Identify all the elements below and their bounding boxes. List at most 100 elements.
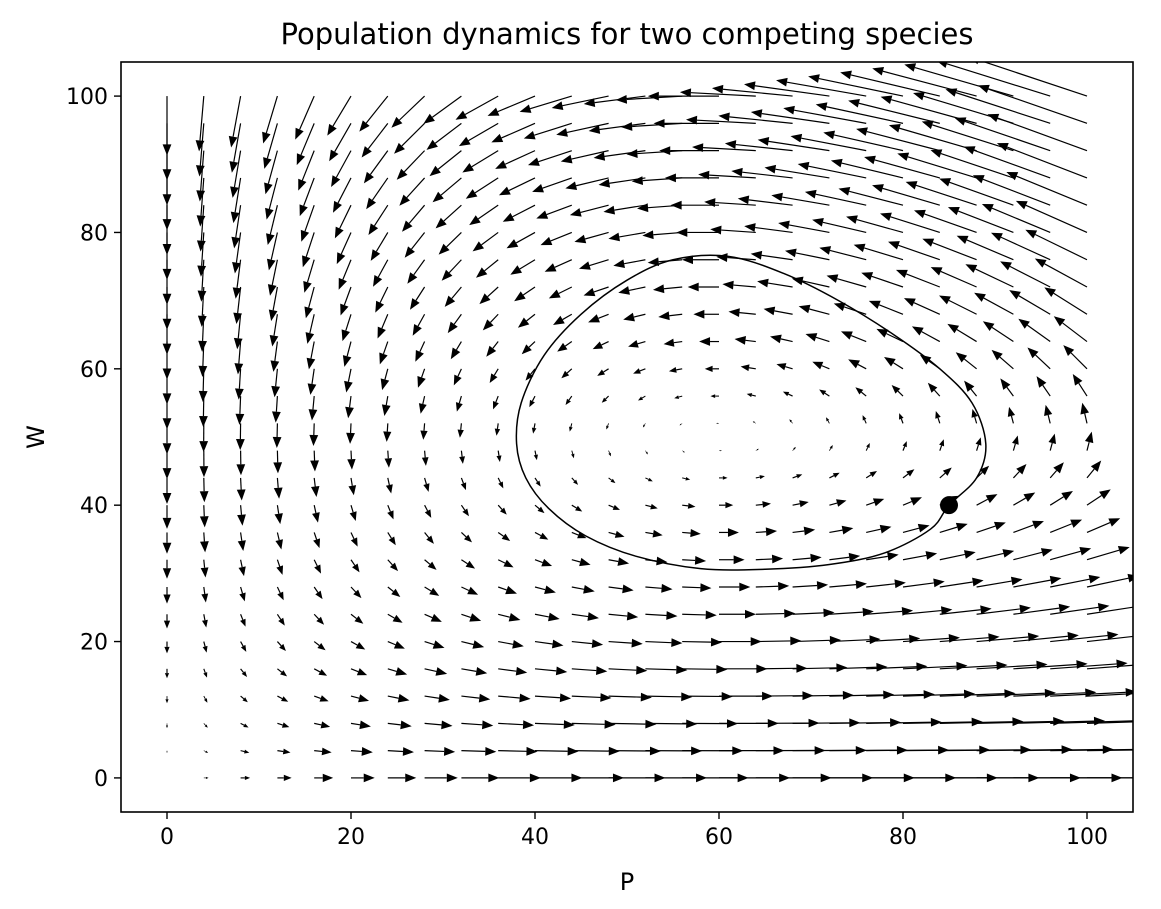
vector-arrow — [202, 641, 208, 653]
vector-arrow — [377, 314, 389, 339]
vector-arrow — [266, 232, 278, 271]
vector-arrow — [792, 526, 816, 536]
vector-arrow — [196, 150, 206, 202]
vector-arrow — [608, 719, 657, 729]
vector-arrow — [544, 259, 573, 272]
vector-arrow — [498, 720, 535, 730]
vector-arrow — [682, 556, 707, 565]
vector-arrow — [805, 333, 830, 343]
vector-arrow — [1013, 492, 1036, 506]
vector-arrow — [203, 695, 208, 703]
vector-arrow — [719, 476, 728, 480]
vector-arrow — [571, 557, 591, 567]
vector-arrow — [498, 746, 538, 756]
vector-arrow — [165, 723, 169, 729]
vector-arrow — [868, 300, 904, 315]
vector-arrow — [420, 423, 428, 440]
vector-arrow — [387, 640, 405, 649]
vector-arrow — [432, 177, 462, 203]
vector-arrow — [638, 395, 646, 401]
vector-arrow — [429, 150, 462, 177]
vector-arrow — [450, 341, 462, 360]
vector-arrow — [792, 581, 829, 590]
vector-arrow — [461, 586, 479, 595]
y-tick-label: 40 — [80, 494, 108, 519]
vector-arrow — [497, 504, 507, 515]
vector-arrow — [196, 205, 206, 252]
vector-arrow — [698, 170, 756, 180]
vector-arrow — [203, 750, 209, 753]
vector-arrow — [387, 747, 414, 756]
x-tick-label: 20 — [337, 825, 365, 850]
vector-arrow — [829, 552, 861, 562]
vector-arrow — [424, 613, 442, 622]
vector-arrow — [597, 368, 609, 376]
vector-arrow — [529, 395, 536, 408]
vector-arrow — [510, 259, 536, 275]
vector-arrow — [373, 259, 389, 287]
vector-arrow — [1086, 460, 1102, 479]
chart-title: Population dynamics for two competing sp… — [281, 17, 974, 51]
vector-arrow — [1086, 489, 1111, 506]
vector-arrow — [939, 295, 977, 315]
vector-arrow — [1080, 402, 1090, 424]
vector-arrow — [385, 477, 393, 494]
vector-arrow — [838, 187, 904, 206]
vector-arrow — [310, 450, 319, 472]
vector-arrow — [757, 278, 793, 288]
vector-arrow — [534, 639, 564, 649]
vector-arrow — [891, 385, 904, 397]
vector-arrow — [203, 776, 209, 779]
vector-arrow — [238, 559, 246, 577]
vector-arrow — [840, 331, 867, 343]
vector-arrow — [536, 204, 573, 219]
vector-arrow — [313, 613, 325, 625]
vector-arrow — [383, 423, 392, 442]
vector-arrow — [829, 635, 881, 645]
vector-arrow — [746, 393, 756, 398]
vector-arrow — [682, 610, 717, 620]
vector-arrow — [975, 437, 982, 451]
vector-arrow — [399, 177, 426, 206]
vector-arrow — [855, 387, 867, 397]
vector-arrow — [645, 477, 653, 482]
vector-arrow — [682, 502, 696, 509]
vector-arrow — [939, 522, 968, 534]
vector-arrow — [424, 504, 432, 518]
vector-arrow — [424, 559, 437, 570]
vector-arrow — [270, 341, 280, 372]
vector-arrow — [1013, 631, 1079, 643]
vector-arrow — [421, 450, 429, 466]
x-tick-label: 100 — [1066, 825, 1108, 850]
vector-arrow — [407, 259, 426, 284]
vector-arrow — [370, 232, 389, 261]
vector-arrow — [903, 298, 941, 315]
vector-arrow — [404, 232, 426, 258]
vector-arrow — [344, 368, 353, 393]
vector-arrow — [521, 341, 536, 355]
vector-arrow — [583, 95, 646, 107]
vector-arrow — [296, 123, 315, 166]
vector-arrow — [608, 504, 620, 510]
vector-arrow — [1007, 406, 1016, 424]
vector-arrow — [387, 667, 408, 676]
vector-arrow — [571, 477, 579, 485]
vector-arrow — [645, 611, 678, 620]
vector-arrow — [812, 218, 867, 234]
vector-arrow — [263, 123, 278, 169]
start-point-marker — [940, 496, 958, 515]
vector-arrow — [534, 720, 575, 729]
vector-arrow — [1013, 688, 1097, 698]
vector-arrow — [593, 150, 646, 161]
vector-arrow — [840, 70, 940, 97]
vector-arrow — [233, 286, 243, 324]
vector-arrow — [240, 775, 251, 780]
vector-arrow — [273, 450, 283, 474]
vector-arrow — [704, 365, 719, 372]
vector-arrow — [462, 150, 499, 173]
plot-frame — [120, 61, 1134, 813]
vector-arrow — [737, 195, 793, 206]
vector-arrow — [498, 612, 521, 622]
vector-arrow — [461, 667, 488, 676]
vector-arrow — [939, 550, 976, 561]
